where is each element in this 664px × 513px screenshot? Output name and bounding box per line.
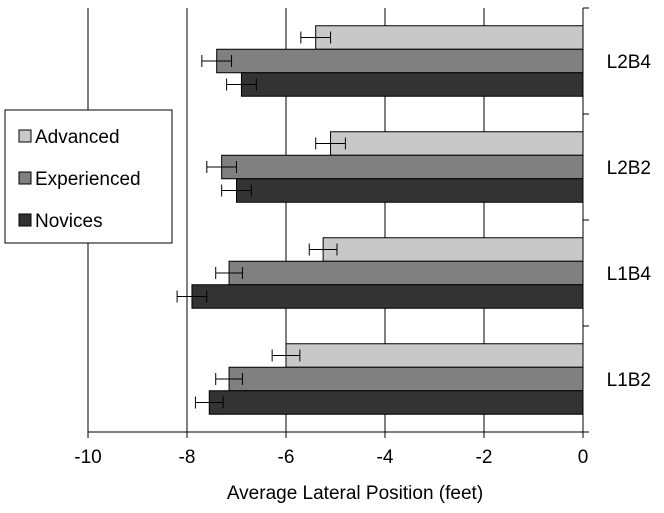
axes — [87, 7, 589, 438]
x-tick-label: -6 — [278, 447, 295, 468]
bar-l2b2-novices — [236, 178, 584, 203]
bar-l1b2-advanced — [285, 343, 584, 368]
x-tick-label: -8 — [179, 447, 196, 468]
x-tick-labels: -10 -8 -6 -4 -2 0 — [74, 447, 588, 468]
x-tick-label: -10 — [74, 447, 101, 468]
bar-l1b2-experienced — [228, 366, 584, 392]
category-label: L1B4 — [607, 264, 652, 285]
bar-l2b2-advanced — [330, 131, 584, 156]
category-labels: L2B4 L2B2 L1B4 L1B2 — [607, 52, 652, 391]
bar-l1b2-novices — [208, 390, 584, 415]
bar-l2b4-novices — [240, 72, 584, 97]
x-tick-label: 0 — [578, 447, 589, 468]
legend-swatch-novices — [18, 213, 32, 227]
x-tick-label: -2 — [476, 447, 493, 468]
legend-swatch-advanced — [18, 129, 32, 143]
bar-l2b2-experienced — [221, 154, 584, 180]
legend-box — [4, 109, 173, 244]
bar-l2b4-advanced — [315, 25, 584, 50]
category-label: L2B2 — [607, 158, 651, 179]
legend-label-experienced: Experienced — [35, 169, 141, 190]
category-label: L1B2 — [607, 370, 651, 391]
bar-l1b4-advanced — [322, 237, 584, 262]
bar-l2b4-experienced — [216, 48, 584, 74]
legend: Advanced Experienced Novices — [4, 109, 173, 244]
category-label: L2B4 — [607, 52, 652, 73]
bars — [191, 25, 584, 415]
bar-l1b4-novices — [191, 284, 584, 309]
bar-l1b4-experienced — [228, 260, 584, 286]
legend-label-advanced: Advanced — [35, 127, 120, 148]
legend-label-novices: Novices — [35, 211, 103, 232]
x-axis-title: Average Lateral Position (feet) — [227, 483, 483, 504]
x-tick-label: -4 — [377, 447, 394, 468]
legend-swatch-experienced — [18, 171, 32, 185]
error-bars — [176, 31, 346, 409]
